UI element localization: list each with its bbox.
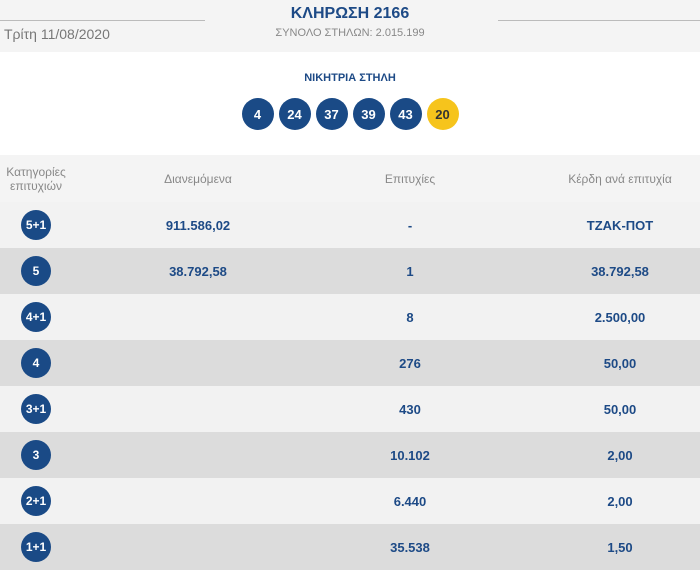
table-row: 3+1 430 50,00 (0, 386, 700, 432)
wins-cell: - (407, 217, 413, 233)
category-badge: 1+1 (21, 532, 51, 562)
winning-numbers: 4 24 37 39 43 20 (0, 98, 700, 130)
total-columns: ΣΥΝΟΛΟ ΣΤΗΛΩΝ: 2.015.199 (275, 27, 425, 39)
distributed-cell (130, 386, 266, 432)
distributed-cell (130, 478, 266, 524)
table-row: 4+1 8 2.500,00 (0, 294, 700, 340)
category-cell: 3+1 (0, 386, 72, 432)
prize-cell: 2,00 (607, 493, 633, 509)
number-ball: 43 (389, 98, 422, 130)
category-badge: 2+1 (21, 486, 51, 516)
distributed-cell (130, 432, 266, 478)
wins-cell: 276 (399, 355, 421, 371)
number-ball: 24 (278, 98, 311, 130)
table-row: 5 38.792,58 1 38.792,58 (0, 248, 700, 294)
prize-cell: ΤΖΑΚ-ΠΟΤ (586, 217, 654, 233)
category-cell: 4 (0, 340, 72, 386)
divider (0, 20, 205, 21)
table-header: Κατηγορίες επιτυχιών Διανεμόμενα Επιτυχί… (0, 155, 700, 202)
number-ball: 4 (241, 98, 274, 130)
category-badge: 4+1 (21, 302, 51, 332)
category-cell: 4+1 (0, 294, 72, 340)
prize-cell: 50,00 (603, 401, 637, 417)
prize-cell: 2.500,00 (594, 309, 646, 325)
prize-cell: 2,00 (607, 447, 633, 463)
table-row: 3 10.102 2,00 (0, 432, 700, 478)
category-badge: 5+1 (21, 210, 51, 240)
category-cell: 5 (0, 248, 72, 294)
category-badge: 4 (21, 348, 51, 378)
table-row: 4 276 50,00 (0, 340, 700, 386)
category-badge: 3+1 (21, 394, 51, 424)
table-row: 5+1 911.586,02 - ΤΖΑΚ-ΠΟΤ (0, 202, 700, 248)
category-badge: 5 (21, 256, 51, 286)
category-cell: 2+1 (0, 478, 72, 524)
draw-title: ΚΛΗΡΩΣΗ 2166 (290, 5, 410, 22)
category-cell: 1+1 (0, 524, 72, 570)
table-row: 2+1 6.440 2,00 (0, 478, 700, 524)
bonus-ball: 20 (426, 98, 459, 130)
wins-cell: 10.102 (390, 447, 430, 463)
distributed-cell: 38.792,58 (169, 263, 227, 279)
prize-cell: 38.792,58 (591, 263, 649, 279)
header-distributed: Διανεμόμενα (164, 171, 232, 186)
number-ball: 37 (315, 98, 348, 130)
table-row: 1+1 35.538 1,50 (0, 524, 700, 570)
distributed-cell (130, 294, 266, 340)
wins-cell: 430 (399, 401, 421, 417)
wins-cell: 35.538 (390, 539, 430, 555)
draw-header: Τρίτη 11/08/2020 ΚΛΗΡΩΣΗ 2166 ΣΥΝΟΛΟ ΣΤΗ… (0, 0, 700, 52)
header-prize: Κέρδη ανά επιτυχία (568, 171, 672, 186)
winning-label: ΝΙΚΗΤΡΙΑ ΣΤΗΛΗ (304, 72, 396, 84)
prize-cell: 50,00 (603, 355, 637, 371)
distributed-cell (130, 524, 266, 570)
header-category: Κατηγορίες επιτυχιών (6, 164, 66, 193)
draw-date: Τρίτη 11/08/2020 (4, 26, 110, 42)
prize-cell: 1,50 (607, 539, 633, 555)
divider (498, 20, 700, 21)
wins-cell: 8 (406, 309, 414, 325)
wins-cell: 1 (406, 263, 414, 279)
header-wins: Επιτυχίες (384, 171, 436, 186)
category-badge: 3 (21, 440, 51, 470)
distributed-cell (130, 340, 266, 386)
distributed-cell: 911.586,02 (165, 217, 231, 233)
number-ball: 39 (352, 98, 385, 130)
wins-cell: 6.440 (393, 493, 427, 509)
category-cell: 5+1 (0, 202, 72, 248)
category-cell: 3 (0, 432, 72, 478)
